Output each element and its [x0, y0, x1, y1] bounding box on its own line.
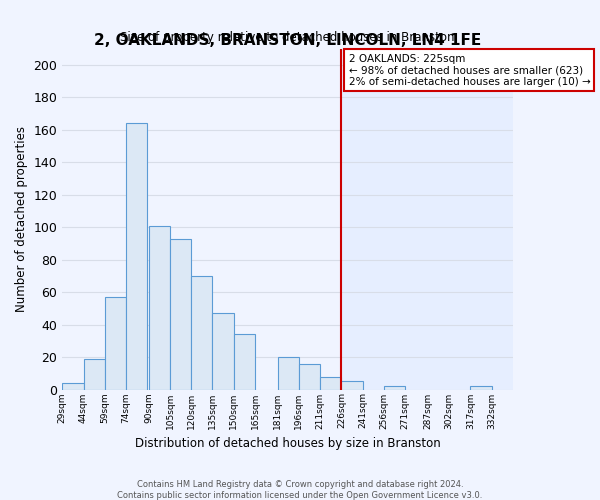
Bar	[384, 386, 405, 390]
Bar	[62, 383, 83, 390]
Bar	[341, 49, 513, 390]
X-axis label: Distribution of detached houses by size in Branston: Distribution of detached houses by size …	[135, 437, 440, 450]
Title: 2, OAKLANDS, BRANSTON, LINCOLN, LN4 1FE: 2, OAKLANDS, BRANSTON, LINCOLN, LN4 1FE	[94, 32, 481, 48]
Text: Size of property relative to detached houses in Branston: Size of property relative to detached ho…	[121, 30, 455, 44]
Bar	[170, 238, 191, 390]
Text: Contains HM Land Registry data © Crown copyright and database right 2024.
Contai: Contains HM Land Registry data © Crown c…	[118, 480, 482, 500]
Text: 2 OAKLANDS: 225sqm
← 98% of detached houses are smaller (623)
2% of semi-detache: 2 OAKLANDS: 225sqm ← 98% of detached hou…	[349, 54, 590, 87]
Bar	[299, 364, 320, 390]
Bar	[234, 334, 255, 390]
Y-axis label: Number of detached properties: Number of detached properties	[15, 126, 28, 312]
Bar	[341, 382, 362, 390]
Bar	[470, 386, 491, 390]
Bar	[278, 357, 299, 390]
Bar	[212, 314, 234, 390]
Bar	[320, 376, 341, 390]
Bar	[105, 297, 126, 390]
Bar	[149, 226, 170, 390]
Bar	[83, 358, 105, 390]
Bar	[191, 276, 212, 390]
Bar	[126, 124, 148, 390]
